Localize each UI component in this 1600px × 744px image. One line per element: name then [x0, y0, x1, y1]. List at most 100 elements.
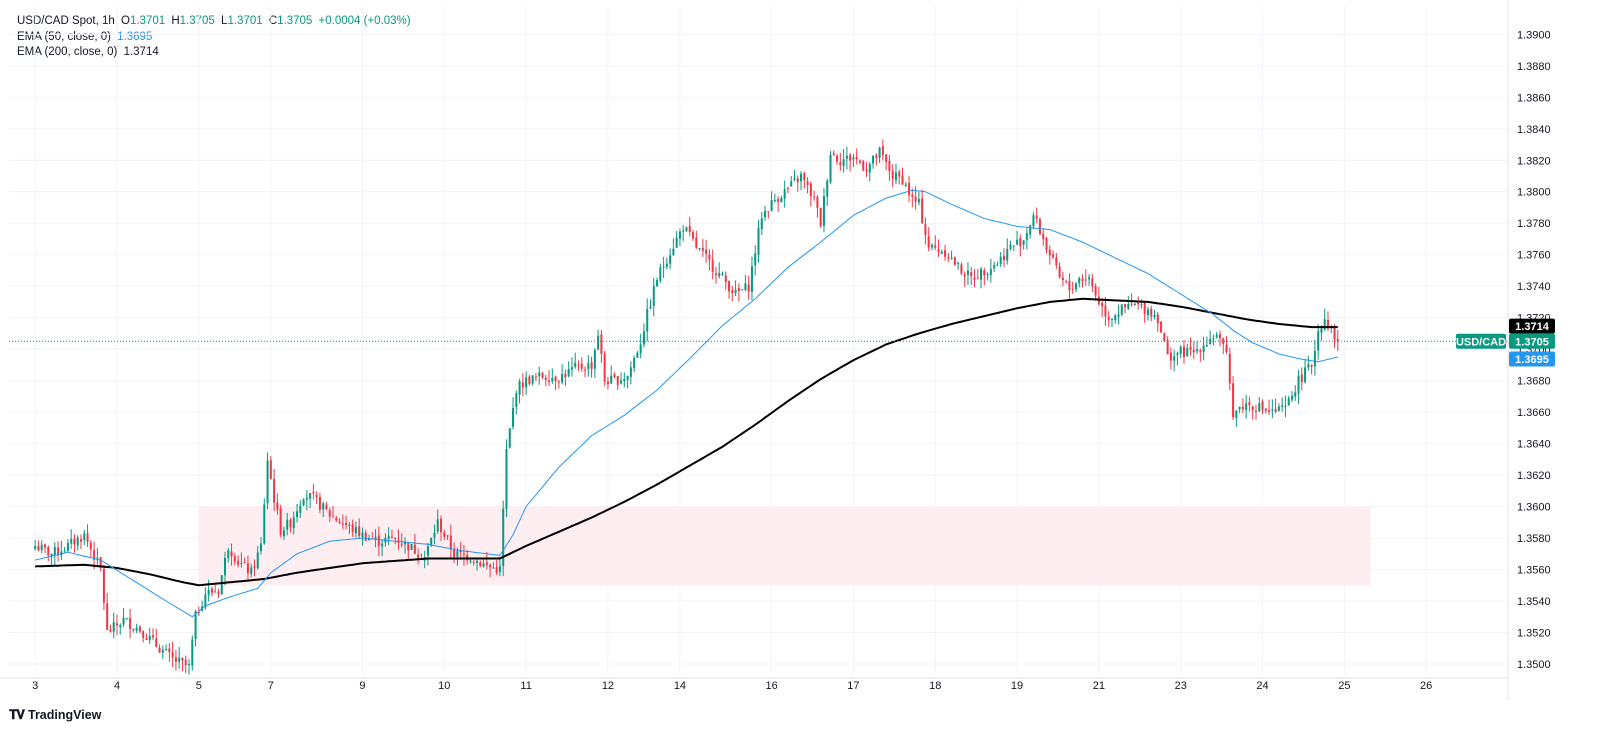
candle-body	[662, 266, 665, 268]
candle-body	[158, 647, 161, 653]
y-tick-label: 1.3740	[1517, 281, 1551, 293]
candle-body	[852, 157, 855, 160]
close-label: C	[268, 15, 278, 27]
x-tick-label: 19	[1011, 680, 1023, 692]
x-tick-label: 16	[765, 680, 777, 692]
x-tick-label: 9	[359, 680, 365, 692]
candle-body	[881, 146, 884, 156]
candle-body	[1140, 304, 1143, 306]
low-label: L	[221, 15, 228, 27]
candle-body	[495, 567, 498, 573]
candle-body	[1297, 375, 1300, 394]
candle-body	[1081, 278, 1084, 282]
candle-body	[724, 275, 727, 283]
candle-body	[436, 519, 439, 532]
candle-body	[197, 612, 200, 614]
candle-body	[407, 542, 410, 551]
candle-body	[875, 155, 878, 158]
time-axis[interactable]: 3 4 5 7 9 10 11 12 14 16 17 18 19 21 23 24 25 26	[0, 677, 1508, 692]
candle-body	[1189, 346, 1192, 350]
candle-body	[816, 196, 819, 208]
close-value: 1.3705	[277, 15, 313, 27]
candle-body	[348, 524, 351, 526]
candle-body	[1094, 286, 1097, 296]
ema50-legend[interactable]: EMA (50, close, 0) 1.3695	[17, 30, 411, 46]
candle-body	[302, 499, 305, 506]
candle-body	[174, 657, 177, 662]
candle-body	[1052, 254, 1055, 258]
candle-body	[934, 245, 937, 248]
candle-body	[269, 460, 272, 479]
candle-body	[822, 195, 825, 226]
y-tick-label: 1.3640	[1517, 439, 1551, 451]
candle-body	[813, 196, 816, 198]
candle-body	[646, 309, 649, 332]
candle-body	[1196, 349, 1199, 352]
candle-body	[1179, 347, 1182, 354]
candle-body	[322, 503, 325, 510]
tradingview-logo-text: TradingView	[28, 708, 102, 722]
candle-body	[973, 277, 976, 280]
candle-body	[1153, 315, 1156, 317]
candle-body	[178, 657, 181, 662]
x-tick-label: 18	[929, 680, 941, 692]
x-tick-label: 3	[32, 680, 38, 692]
candle-body	[557, 381, 560, 383]
candle-body	[842, 159, 845, 167]
candle-body	[47, 547, 50, 556]
candle-body	[1114, 315, 1117, 321]
candle-body	[446, 535, 449, 537]
candle-body	[184, 659, 187, 665]
interval[interactable]: 1h	[102, 15, 115, 27]
low-value: 1.3701	[227, 15, 263, 27]
ema50-value: 1.3695	[117, 30, 153, 43]
svg-text:1.3705: 1.3705	[1515, 336, 1549, 348]
candle-body	[921, 198, 924, 223]
candle-body	[947, 257, 950, 259]
candle-body	[417, 554, 420, 558]
symbol-name[interactable]: USD/CAD Spot	[17, 15, 96, 27]
ema-lines	[35, 189, 1338, 618]
candle-body	[839, 162, 842, 166]
candle-body	[705, 249, 708, 254]
candle-body	[204, 594, 207, 608]
candlestick-series	[34, 139, 1339, 675]
price-labels: 1.3714 USD/CAD 1.3705 1.3695	[1456, 318, 1555, 367]
candle-body	[1238, 406, 1241, 410]
candle-body	[171, 652, 174, 658]
candle-body	[1313, 350, 1316, 367]
candle-body	[63, 550, 66, 552]
candle-body	[773, 199, 776, 202]
candle-body	[489, 564, 492, 568]
candle-body	[148, 635, 151, 641]
candle-body	[682, 230, 685, 232]
x-tick-label: 14	[674, 680, 686, 692]
candle-body	[263, 504, 266, 544]
support-zone	[198, 506, 1371, 586]
candle-body	[1146, 309, 1149, 316]
candle-body	[1120, 304, 1123, 315]
candle-body	[332, 516, 335, 518]
candle-body	[885, 154, 888, 162]
candle-body	[888, 160, 891, 172]
price-axis[interactable]: 1.3900 1.3880 1.3860 1.3840 1.3820 1.3800 1.37…	[1507, 0, 1551, 700]
candle-body	[996, 264, 999, 266]
candle-body	[980, 268, 983, 280]
candle-body	[168, 648, 171, 653]
x-tick-label: 21	[1093, 680, 1105, 692]
candle-body	[904, 184, 907, 186]
candle-body	[1307, 364, 1310, 368]
candle-body	[151, 635, 155, 638]
candle-body	[587, 363, 590, 370]
candle-body	[381, 543, 384, 547]
candle-body	[220, 575, 223, 595]
x-tick-label: 11	[520, 680, 531, 692]
candle-body	[629, 367, 632, 377]
candle-body	[1002, 255, 1005, 261]
candle-body	[924, 224, 927, 235]
candle-body	[620, 380, 623, 384]
candle-body	[783, 189, 786, 199]
ema200-legend[interactable]: EMA (200, close, 0) 1.3714	[17, 45, 411, 61]
candle-body	[1019, 238, 1022, 247]
